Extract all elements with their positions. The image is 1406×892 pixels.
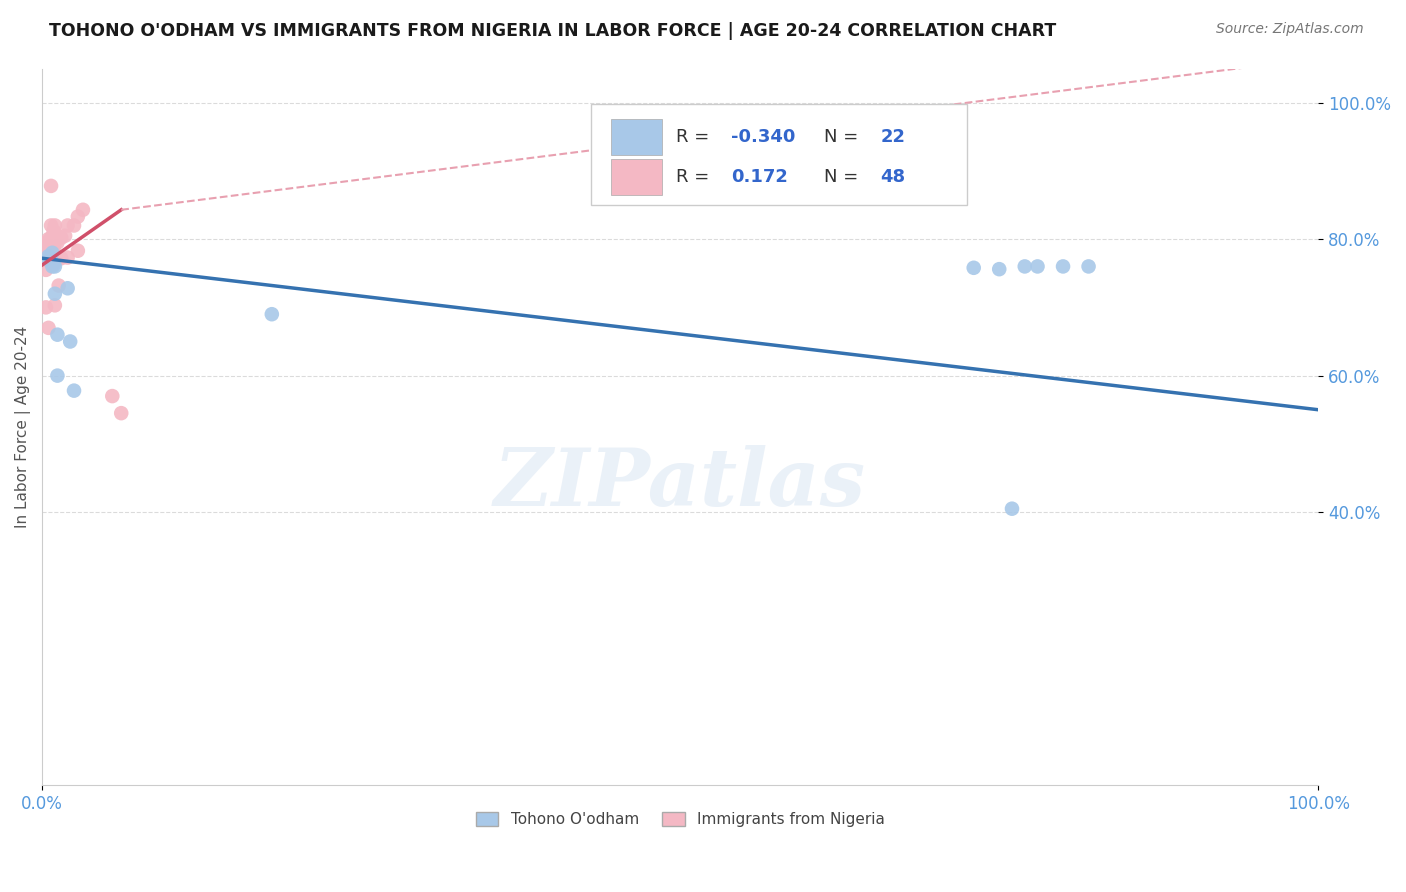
FancyBboxPatch shape bbox=[612, 159, 662, 194]
Point bbox=[35, 245, 58, 260]
FancyBboxPatch shape bbox=[591, 104, 967, 204]
Point bbox=[37, 236, 59, 251]
Point bbox=[34, 252, 56, 267]
Point bbox=[44, 235, 66, 250]
Point bbox=[101, 389, 124, 403]
Point bbox=[39, 178, 62, 193]
Point bbox=[46, 235, 69, 250]
Point bbox=[35, 263, 58, 277]
Point bbox=[260, 307, 283, 321]
Point bbox=[38, 251, 60, 265]
Point bbox=[41, 249, 63, 263]
Point bbox=[988, 262, 1011, 277]
Text: ZIPatlas: ZIPatlas bbox=[494, 445, 866, 523]
Point bbox=[51, 231, 73, 245]
Text: R =: R = bbox=[676, 168, 716, 186]
Point bbox=[42, 258, 65, 272]
Point bbox=[48, 252, 70, 266]
Point bbox=[37, 249, 59, 263]
Text: N =: N = bbox=[824, 168, 865, 186]
Point bbox=[34, 245, 56, 260]
Point bbox=[37, 252, 59, 267]
FancyBboxPatch shape bbox=[612, 119, 662, 154]
Point bbox=[42, 235, 65, 249]
Text: 0.172: 0.172 bbox=[731, 168, 789, 186]
Point bbox=[56, 251, 79, 265]
Point bbox=[37, 232, 59, 246]
Point bbox=[66, 244, 89, 258]
Point bbox=[34, 249, 56, 263]
Point bbox=[35, 243, 58, 257]
Text: -0.340: -0.340 bbox=[731, 128, 796, 145]
Point bbox=[63, 384, 86, 398]
Point bbox=[37, 240, 59, 254]
Point bbox=[46, 232, 69, 246]
Point bbox=[72, 202, 94, 217]
Point bbox=[35, 239, 58, 253]
Point bbox=[44, 225, 66, 239]
Point bbox=[39, 231, 62, 245]
Point bbox=[44, 298, 66, 312]
Point bbox=[41, 245, 63, 260]
Point bbox=[41, 258, 63, 272]
Point bbox=[48, 278, 70, 293]
Point bbox=[46, 327, 69, 342]
Point bbox=[37, 245, 59, 260]
Point bbox=[42, 224, 65, 238]
Point bbox=[51, 252, 73, 266]
Point bbox=[63, 219, 86, 233]
Point bbox=[1077, 260, 1099, 274]
Text: N =: N = bbox=[824, 128, 865, 145]
Text: 22: 22 bbox=[880, 128, 905, 145]
Point bbox=[46, 368, 69, 383]
Point bbox=[44, 219, 66, 233]
Point bbox=[42, 242, 65, 256]
Y-axis label: In Labor Force | Age 20-24: In Labor Force | Age 20-24 bbox=[15, 326, 31, 528]
Point bbox=[44, 260, 66, 274]
Point bbox=[1052, 260, 1074, 274]
Text: 48: 48 bbox=[880, 168, 905, 186]
Point bbox=[41, 260, 63, 274]
Point bbox=[1014, 260, 1036, 274]
Point bbox=[66, 210, 89, 224]
Text: TOHONO O'ODHAM VS IMMIGRANTS FROM NIGERIA IN LABOR FORCE | AGE 20-24 CORRELATION: TOHONO O'ODHAM VS IMMIGRANTS FROM NIGERI… bbox=[49, 22, 1056, 40]
Point bbox=[110, 406, 132, 420]
Point bbox=[39, 245, 62, 260]
Point bbox=[56, 281, 79, 295]
Point bbox=[41, 237, 63, 252]
Text: R =: R = bbox=[676, 128, 716, 145]
Point bbox=[963, 260, 986, 275]
Text: Source: ZipAtlas.com: Source: ZipAtlas.com bbox=[1216, 22, 1364, 37]
Point bbox=[44, 286, 66, 301]
Legend: Tohono O'odham, Immigrants from Nigeria: Tohono O'odham, Immigrants from Nigeria bbox=[468, 804, 893, 835]
Point bbox=[1026, 260, 1049, 274]
Point bbox=[1001, 501, 1024, 516]
Point bbox=[39, 219, 62, 233]
Point bbox=[38, 239, 60, 253]
Point bbox=[37, 249, 59, 263]
Point bbox=[35, 301, 58, 315]
Point bbox=[37, 240, 59, 254]
Point bbox=[37, 245, 59, 260]
Point bbox=[37, 235, 59, 250]
Point bbox=[39, 254, 62, 268]
Point bbox=[53, 228, 76, 243]
Point bbox=[38, 247, 60, 261]
Point bbox=[56, 219, 79, 233]
Point bbox=[37, 321, 59, 335]
Point bbox=[59, 334, 82, 349]
